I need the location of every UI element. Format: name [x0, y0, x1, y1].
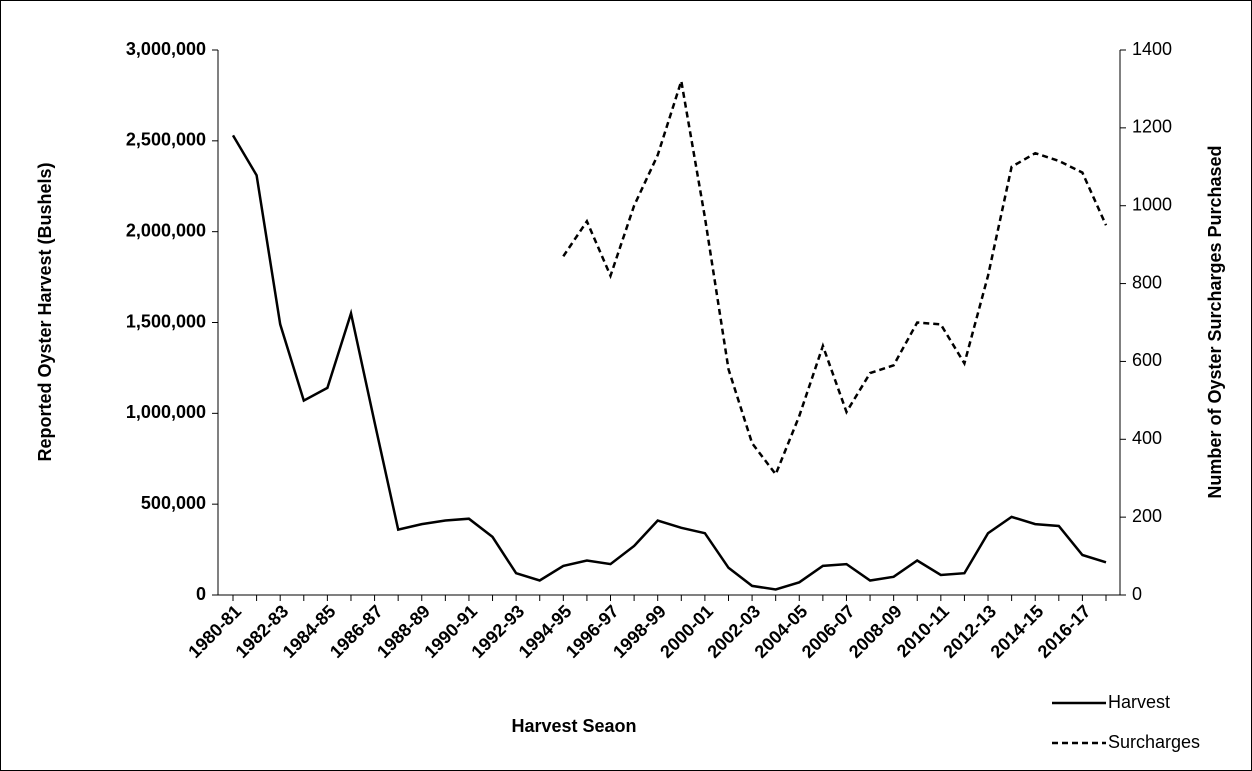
- y-axis-title: Reported Oyster Harvest (Bushels): [35, 162, 55, 461]
- y-tick-label: 500,000: [141, 493, 206, 513]
- y-tick-label: 3,000,000: [126, 39, 206, 59]
- y2-tick-label: 1200: [1132, 117, 1172, 137]
- legend-label: Harvest: [1108, 692, 1170, 712]
- y2-axis-title: Number of Oyster Surcharges Purchased: [1205, 145, 1225, 498]
- series-line: [231, 134, 1107, 591]
- y2-tick-label: 400: [1132, 428, 1162, 448]
- y2-tick-label: 1000: [1132, 194, 1172, 214]
- y-tick-label: 2,500,000: [126, 130, 206, 150]
- y2-tick-label: 1400: [1132, 39, 1172, 59]
- y2-tick-label: 0: [1132, 584, 1142, 604]
- series-line: [562, 80, 1108, 477]
- y-tick-label: 2,000,000: [126, 220, 206, 240]
- y-tick-label: 1,000,000: [126, 402, 206, 422]
- y2-tick-label: 600: [1132, 350, 1162, 370]
- y-tick-label: 0: [196, 584, 206, 604]
- legend-label: Surcharges: [1108, 732, 1200, 752]
- y2-tick-label: 200: [1132, 506, 1162, 526]
- x-axis-title: Harvest Seaon: [511, 716, 636, 736]
- y2-tick-label: 800: [1132, 272, 1162, 292]
- y-tick-label: 1,500,000: [126, 311, 206, 331]
